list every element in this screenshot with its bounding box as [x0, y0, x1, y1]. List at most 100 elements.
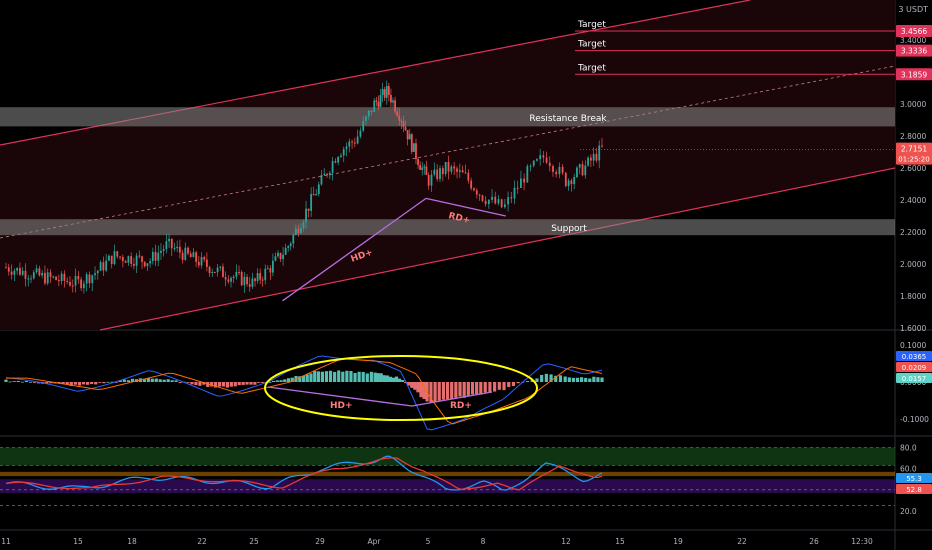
macd-bar	[45, 382, 49, 384]
candle-body	[195, 252, 198, 262]
x-tick: 22	[737, 537, 747, 546]
macd-bar	[488, 382, 492, 393]
candle-body	[581, 164, 584, 176]
macd-rd-label: RD+	[450, 401, 472, 411]
macd-bar	[217, 382, 222, 387]
macd-bar	[437, 382, 441, 401]
candle-body	[211, 271, 214, 274]
candle-body	[584, 165, 587, 176]
rsi-overbought-band	[0, 447, 895, 466]
rsi-mid-band	[0, 471, 895, 477]
macd-bar	[229, 382, 233, 387]
candle-body	[552, 166, 554, 172]
candle-body	[415, 143, 417, 160]
macd-bar	[353, 372, 357, 382]
macd-bar	[114, 382, 118, 383]
macd-bar	[549, 374, 553, 382]
candle-body	[410, 134, 413, 152]
macd-bar	[279, 380, 283, 382]
macd-bar	[81, 382, 86, 385]
candle-body	[331, 161, 334, 173]
candle-body	[99, 262, 102, 271]
candle-body	[555, 171, 558, 175]
candle-body	[458, 170, 461, 172]
macd-bar	[441, 382, 445, 400]
macd-bar	[483, 382, 487, 393]
candle-body	[227, 279, 230, 282]
macd-bar	[225, 382, 230, 388]
macd-bar	[271, 380, 276, 382]
macd-panel[interactable]: HD+ RD+	[4, 355, 604, 431]
candle-body	[367, 110, 370, 117]
macd-bar	[286, 378, 291, 382]
candle-body	[529, 165, 532, 167]
candle-body	[475, 190, 478, 195]
macd-bar	[376, 373, 380, 382]
macd-bar	[206, 382, 210, 387]
candle-body	[576, 167, 578, 178]
candle-body	[359, 130, 362, 137]
candle-body	[396, 111, 399, 116]
candle-body	[441, 168, 444, 175]
macd-bar	[416, 382, 420, 393]
candle-body	[256, 273, 259, 281]
macd-bar	[369, 371, 373, 382]
x-tick: 26	[809, 537, 819, 546]
candle-body	[500, 199, 503, 208]
macd-bar	[540, 374, 544, 382]
macd-bar	[450, 382, 454, 400]
macd-bar	[178, 382, 182, 383]
candle-body	[340, 155, 342, 158]
candle-body	[74, 276, 77, 286]
macd-bar	[233, 382, 237, 387]
rsi-panel[interactable]	[0, 447, 895, 507]
macd-bar	[221, 382, 226, 387]
rsi-tick: 80.0	[900, 444, 917, 453]
candle-body	[417, 159, 419, 166]
candle-body	[558, 166, 561, 175]
candle-body	[573, 177, 576, 185]
candle-body	[141, 256, 143, 262]
candle-body	[121, 256, 124, 262]
macd-bar	[410, 382, 414, 388]
candle-body	[259, 273, 262, 280]
price-tick: 2.2000	[900, 228, 926, 237]
macd-bar	[305, 374, 309, 382]
candle-body	[589, 157, 592, 161]
candle-body	[119, 256, 121, 258]
candle-body	[473, 188, 475, 191]
price-panel[interactable]: Resistance Break Support Target Target Targe…	[0, 0, 896, 331]
macd-bar	[268, 381, 272, 383]
candle-body	[292, 234, 295, 244]
macd-bar	[118, 380, 122, 382]
candle-body	[277, 252, 279, 257]
candle-body	[365, 116, 367, 122]
candle-body	[497, 199, 500, 204]
zone-resistance	[0, 107, 895, 127]
candle-body	[55, 276, 57, 281]
candle-body	[272, 260, 274, 273]
macd-bar	[4, 379, 8, 382]
candle-body	[230, 277, 232, 282]
x-tick: 12	[561, 537, 571, 546]
candle-body	[5, 267, 7, 269]
candle-body	[110, 255, 113, 265]
candle-body	[342, 149, 345, 156]
candle-body	[383, 89, 386, 98]
candle-body	[96, 270, 99, 274]
candle-body	[108, 255, 110, 261]
candle-body	[564, 172, 567, 186]
highlight-ellipse	[264, 355, 538, 421]
macd-bar	[401, 380, 405, 382]
macd-bar	[341, 371, 345, 382]
macd-bar	[397, 378, 402, 382]
macd-bar	[69, 382, 73, 386]
macd-bar	[86, 382, 90, 385]
candle-body	[430, 174, 433, 186]
macd-bar	[493, 382, 497, 392]
candle-body	[526, 166, 529, 183]
candle-body	[375, 100, 378, 102]
candle-body	[205, 259, 208, 267]
price-tick: 1.8000	[900, 292, 926, 301]
